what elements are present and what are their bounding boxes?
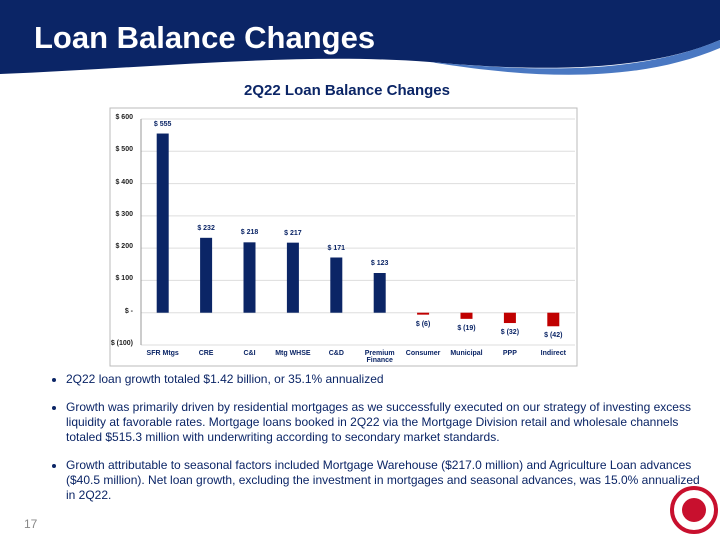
- x-tick-label: Indirect: [540, 350, 566, 357]
- page-number: 17: [24, 517, 38, 531]
- value-label: $ (6): [415, 320, 431, 328]
- chart-frame: [109, 107, 578, 367]
- value-label: $ 555: [153, 120, 172, 128]
- x-tick-label: CRE: [198, 350, 214, 357]
- value-label: $ (19): [457, 324, 476, 332]
- chart-title: 2Q22 Loan Balance Changes: [244, 82, 450, 99]
- bar: [286, 242, 299, 313]
- bar: [503, 312, 516, 324]
- y-tick-label: $ 400: [115, 178, 133, 186]
- x-tick-label: Mtg WHSE: [275, 350, 311, 357]
- plot: [140, 118, 575, 346]
- x-tick-label: PPP: [502, 350, 517, 357]
- bar: [417, 312, 430, 315]
- bar: [373, 273, 386, 313]
- x-tick-label: Consumer: [405, 350, 441, 357]
- y-tick-label: $ 500: [115, 146, 133, 154]
- bar: [460, 312, 473, 319]
- logo: [670, 486, 718, 534]
- bar: [200, 237, 213, 313]
- value-label: $ 123: [370, 260, 389, 267]
- bar: [156, 133, 169, 313]
- value-label: $ 171: [327, 244, 346, 252]
- value-label: $ 217: [284, 229, 302, 237]
- y-tick-label: $ 300: [115, 210, 133, 218]
- y-tick-label: $ 200: [115, 243, 133, 251]
- y-tick-label: $ 600: [115, 114, 133, 121]
- value-label: $ (32): [500, 329, 520, 337]
- value-label: $ 232: [197, 224, 215, 232]
- y-tick-label: $ (100): [110, 340, 133, 347]
- x-tick-label: C&I: [243, 350, 256, 357]
- bar: [243, 242, 256, 313]
- bullet: Growth was primarily driven by residenti…: [66, 400, 706, 445]
- x-tick-label: Premium Finance: [364, 350, 395, 364]
- x-tick-label: C&D: [328, 350, 344, 357]
- slide-title: Loan Balance Changes: [34, 20, 376, 55]
- x-tick-label: Municipal: [450, 350, 483, 357]
- bullet: Growth attributable to seasonal factors …: [66, 458, 706, 503]
- bar: [330, 257, 343, 313]
- bullet: 2Q22 loan growth totaled $1.42 billion, …: [66, 372, 706, 387]
- value-label: $ 218: [240, 229, 259, 237]
- y-tick-label: $ -: [124, 307, 133, 315]
- x-tick-label: SFR Mtgs: [146, 350, 179, 357]
- header-swoosh: [430, 40, 720, 75]
- header-band: [0, 0, 720, 74]
- logo-center: [682, 498, 706, 522]
- y-tick-label: $ 100: [115, 275, 133, 283]
- bullet-list: 2Q22 loan growth totaled $1.42 billion, …: [26, 372, 706, 516]
- value-label: $ (42): [544, 332, 563, 340]
- bar: [547, 312, 560, 327]
